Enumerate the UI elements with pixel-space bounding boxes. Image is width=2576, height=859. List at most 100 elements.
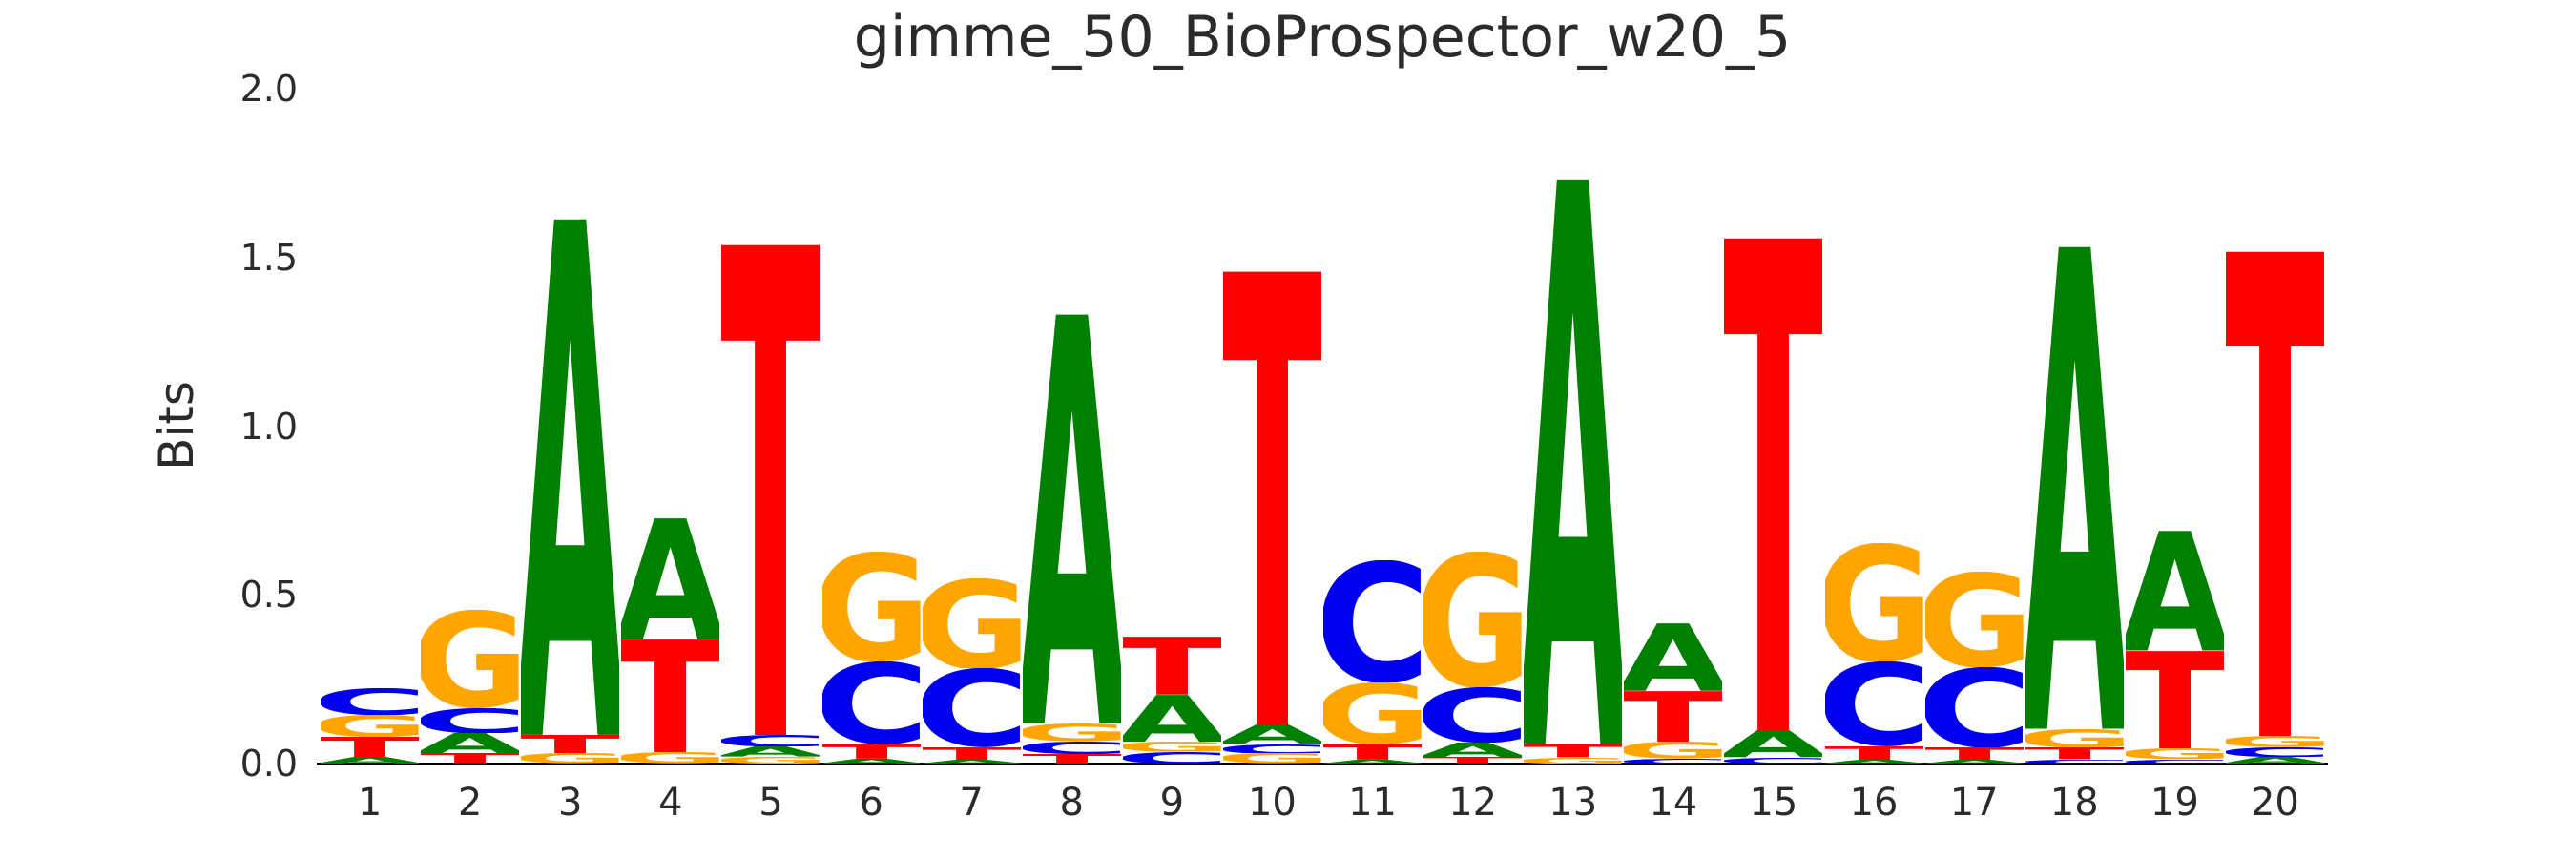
x-tick-label: 20: [2250, 781, 2299, 825]
logo-letter-A: A: [923, 760, 1021, 764]
logo-letter-T: T: [923, 747, 1021, 760]
svg-text:A: A: [2025, 246, 2124, 729]
svg-text:G: G: [321, 715, 419, 737]
logo-column-19: CGTA: [2126, 531, 2224, 764]
x-tick-label: 18: [2049, 781, 2099, 825]
svg-text:C: C: [923, 668, 1021, 746]
svg-text:G: G: [721, 757, 820, 764]
logo-letter-C: C: [1023, 742, 1121, 754]
x-tick-label: 1: [357, 781, 383, 825]
logo-letter-C: C: [1825, 661, 1923, 745]
logo-letter-G: G: [1925, 572, 2024, 667]
svg-text:G: G: [1423, 552, 1522, 687]
svg-text:A: A: [822, 759, 921, 764]
logo-letter-A: A: [321, 757, 419, 764]
svg-text:T: T: [2126, 651, 2224, 749]
svg-text:T: T: [2226, 251, 2324, 736]
logo-letter-G: G: [1423, 552, 1522, 687]
logo-column-4: GTA: [621, 518, 719, 764]
y-tick-label: 0.5: [239, 574, 298, 617]
logo-letter-A: A: [1524, 179, 1622, 744]
logo-column-20: ACGT: [2226, 251, 2324, 764]
x-tick-label: 7: [959, 781, 984, 825]
svg-text:C: C: [721, 735, 820, 746]
logo-letter-T: T: [1524, 744, 1622, 757]
x-axis-line: [317, 763, 2328, 765]
logo-column-2: TACG: [421, 610, 519, 764]
svg-text:C: C: [1323, 560, 1422, 682]
logo-letter-A: A: [2226, 757, 2324, 764]
x-tick-label: 9: [1159, 781, 1185, 825]
x-tick-label: 12: [1448, 781, 1498, 825]
logo-letter-T: T: [1925, 747, 2024, 760]
x-tick-label: 16: [1849, 781, 1899, 825]
logo-letter-C: C: [1323, 560, 1422, 682]
svg-text:T: T: [1925, 747, 2024, 760]
logo-letter-C: C: [321, 688, 419, 715]
logo-letter-G: G: [822, 552, 921, 661]
logo-letter-T: T: [1223, 271, 1321, 724]
svg-text:A: A: [1123, 695, 1221, 742]
x-tick-label: 13: [1548, 781, 1598, 825]
svg-text:T: T: [721, 244, 820, 735]
logo-letter-T: T: [1123, 637, 1221, 695]
logo-letter-A: A: [1023, 314, 1121, 724]
svg-text:G: G: [521, 753, 619, 764]
logo-letter-T: T: [1825, 746, 1923, 760]
logo-column-18: CTGA: [2025, 246, 2124, 764]
logo-letter-A: A: [1123, 695, 1221, 742]
svg-text:A: A: [1524, 179, 1622, 744]
svg-text:G: G: [621, 752, 719, 764]
logo-letter-T: T: [621, 639, 719, 752]
svg-text:A: A: [1825, 760, 1923, 764]
logo-column-5: GACT: [721, 244, 820, 764]
svg-text:G: G: [1123, 742, 1221, 752]
logo-letter-A: A: [1223, 724, 1321, 744]
logo-letter-G: G: [521, 753, 619, 764]
svg-text:A: A: [421, 733, 519, 753]
logo-column-13: GTA: [1524, 179, 1622, 764]
svg-text:A: A: [2226, 757, 2324, 764]
logo-column-3: GTA: [521, 219, 619, 764]
logo-letter-T: T: [2126, 651, 2224, 749]
svg-text:C: C: [421, 708, 519, 734]
logo-letter-A: A: [1724, 730, 1822, 757]
logo-column-16: ATCG: [1825, 543, 1923, 764]
logo-letter-A: A: [1925, 760, 2024, 764]
x-tick-label: 11: [1348, 781, 1397, 825]
x-tick-label: 14: [1649, 781, 1698, 825]
svg-text:G: G: [2025, 729, 2124, 747]
svg-text:G: G: [2126, 748, 2224, 759]
logo-letter-A: A: [2025, 246, 2124, 729]
svg-text:T: T: [1423, 757, 1522, 764]
svg-text:C: C: [2126, 760, 2224, 764]
svg-text:T: T: [1825, 746, 1923, 760]
logo-letter-T: T: [321, 737, 419, 757]
svg-text:T: T: [923, 747, 1021, 760]
svg-text:T: T: [1524, 744, 1622, 757]
x-tick-label: 2: [457, 781, 483, 825]
logo-column-17: ATCG: [1925, 572, 2024, 764]
logo-letter-C: C: [2025, 760, 2124, 764]
x-tick-label: 17: [1949, 781, 1999, 825]
y-tick-label: 0.0: [239, 743, 298, 785]
logo-letter-G: G: [1825, 543, 1923, 661]
logo-letter-T: T: [1624, 691, 1722, 742]
logo-letter-A: A: [2126, 531, 2224, 650]
logo-column-15: CAT: [1724, 238, 1822, 764]
svg-text:G: G: [923, 578, 1021, 669]
svg-text:A: A: [321, 757, 419, 764]
svg-text:C: C: [321, 688, 419, 715]
x-tick-label: 15: [1749, 781, 1798, 825]
y-tick-label: 2.0: [239, 68, 298, 110]
logo-letter-A: A: [1323, 760, 1422, 764]
logo-letter-C: C: [1423, 687, 1522, 743]
svg-text:A: A: [1023, 314, 1121, 724]
logo-column-6: ATCG: [822, 552, 921, 764]
logo-letter-G: G: [2126, 748, 2224, 759]
svg-text:G: G: [822, 552, 921, 661]
svg-text:T: T: [621, 639, 719, 752]
svg-text:A: A: [621, 518, 719, 639]
svg-text:A: A: [1925, 760, 2024, 764]
